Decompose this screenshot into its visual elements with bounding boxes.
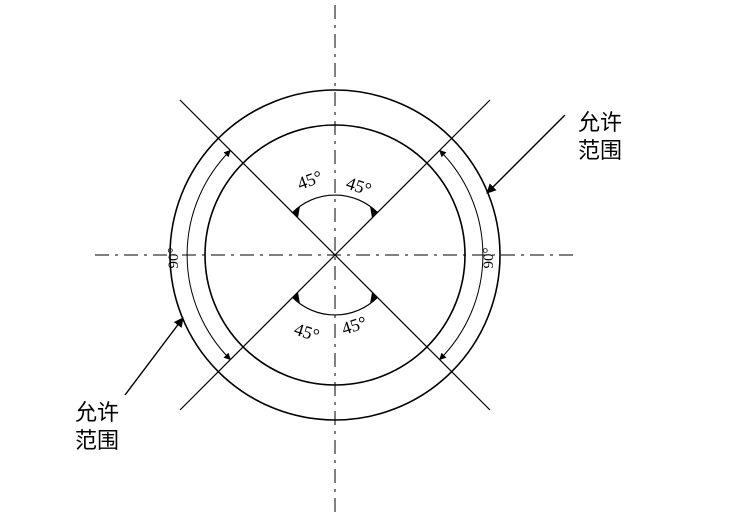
callout-ur-leader: [487, 115, 565, 193]
callout-upper-right: 允许 范围: [487, 110, 622, 193]
callout-ur-line2: 范围: [578, 138, 622, 163]
arc-bot-tick-l: [293, 292, 300, 304]
callout-ur-line1: 允许: [578, 110, 622, 135]
callout-ll-line1: 允许: [75, 400, 119, 425]
arc-top-tick-l: [293, 206, 300, 218]
angle-top-right: 45°: [344, 173, 374, 200]
arc-bot-tick-r: [370, 292, 377, 304]
angle-labels: 45° 45° 45° 45°: [292, 166, 374, 345]
arc-top-tick-r: [370, 206, 377, 218]
dim-left: 90°: [166, 248, 182, 269]
callout-ll-line2: 范围: [75, 428, 119, 453]
angle-top-left: 45°: [295, 166, 326, 193]
callout-lower-left: 允许 范围: [75, 318, 183, 453]
callout-ll-leader: [125, 318, 183, 395]
angle-bottom-left: 45°: [292, 319, 322, 346]
angle-bottom-right: 45°: [339, 312, 369, 339]
dim-right: 90°: [481, 248, 497, 269]
